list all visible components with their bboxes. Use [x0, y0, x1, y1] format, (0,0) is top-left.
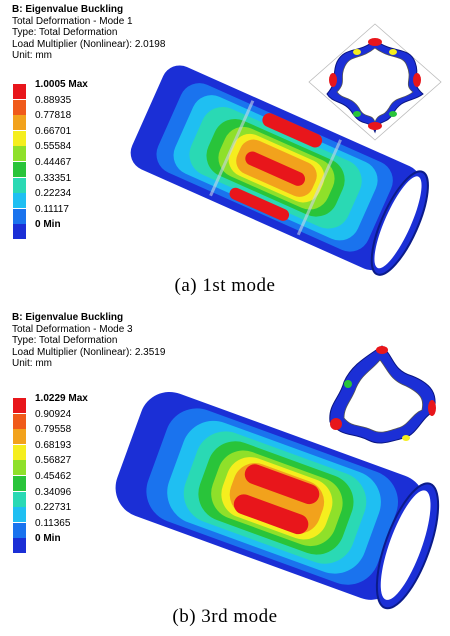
legend-swatch	[13, 130, 26, 146]
load-multiplier: Load Multiplier (Nonlinear): 2.0198	[12, 38, 166, 50]
unit-label: Unit: mm	[12, 50, 52, 62]
legend-swatch	[13, 115, 26, 131]
legend-swatch	[13, 193, 26, 209]
figure-caption: (a) 1st mode	[174, 275, 276, 296]
legend-swatch	[13, 161, 26, 177]
legend-label: 0.79558	[35, 424, 72, 436]
legend-swatch	[13, 99, 26, 115]
load-multiplier: Load Multiplier (Nonlinear): 2.3519	[12, 346, 166, 358]
result-type: Type: Total Deformation	[12, 27, 118, 39]
mode-3-cross-section	[329, 345, 436, 444]
legend-label: 0.34096	[35, 486, 72, 498]
legend-swatch	[13, 224, 26, 240]
result-subtitle: Total Deformation - Mode 3	[12, 323, 133, 335]
result-type: Type: Total Deformation	[12, 335, 118, 347]
result-subtitle: Total Deformation - Mode 1	[12, 15, 133, 27]
legend-swatch	[13, 398, 26, 413]
legend-swatch	[13, 538, 26, 554]
unit-label: Unit: mm	[12, 358, 52, 370]
legend-label: 0.56827	[35, 455, 72, 467]
legend-swatch	[13, 84, 26, 99]
mode-1-deformed-cylinder	[130, 65, 429, 276]
legend-label: 0.55584	[35, 141, 72, 153]
legend-swatch	[13, 146, 26, 162]
legend-label: 0 Min	[35, 219, 61, 231]
legend-label: 0.66701	[35, 125, 72, 137]
panel-mode-3: B: Eigenvalue Buckling Total Deformation…	[0, 308, 450, 636]
legend-label: 0.33351	[35, 172, 72, 184]
legend-label: 0.68193	[35, 439, 72, 451]
legend-label: 1.0005 Max	[35, 79, 88, 90]
mode-1-cross-section	[308, 23, 442, 141]
legend-label: 0.90924	[35, 408, 72, 420]
legend-swatch	[13, 208, 26, 224]
legend-label: 0.45462	[35, 470, 72, 482]
result-info: B: Eigenvalue Buckling Total Deformation…	[12, 312, 165, 370]
legend-label: 0.22731	[35, 502, 72, 514]
legend-label: 0.11117	[35, 203, 69, 215]
legend-swatch	[13, 429, 26, 445]
legend-swatch	[13, 522, 26, 538]
mode-3-deformed-cylinder	[115, 391, 440, 610]
legend-label: 0.22234	[35, 188, 72, 200]
legend-swatch	[13, 177, 26, 193]
figure-caption: (b) 3rd mode	[172, 606, 278, 627]
legend-swatch	[13, 507, 26, 523]
legend-label: 1.0229 Max	[35, 393, 88, 404]
legend-label: 0 Min	[35, 533, 61, 545]
legend-swatch	[13, 460, 26, 476]
legend-swatch	[13, 475, 26, 491]
panel-mode-1: B: Eigenvalue Buckling Total Deformation…	[0, 0, 450, 300]
legend-label: 0.11365	[35, 517, 71, 529]
result-info: B: Eigenvalue Buckling Total Deformation…	[12, 4, 165, 62]
legend-label: 0.77818	[35, 110, 72, 122]
legend-label: 0.88935	[35, 94, 72, 106]
legend-swatch	[13, 491, 26, 507]
analysis-title: B: Eigenvalue Buckling	[12, 4, 124, 15]
analysis-title: B: Eigenvalue Buckling	[12, 312, 124, 323]
legend-label: 0.44467	[35, 156, 72, 168]
legend-swatch	[13, 444, 26, 460]
legend-swatch	[13, 413, 26, 429]
